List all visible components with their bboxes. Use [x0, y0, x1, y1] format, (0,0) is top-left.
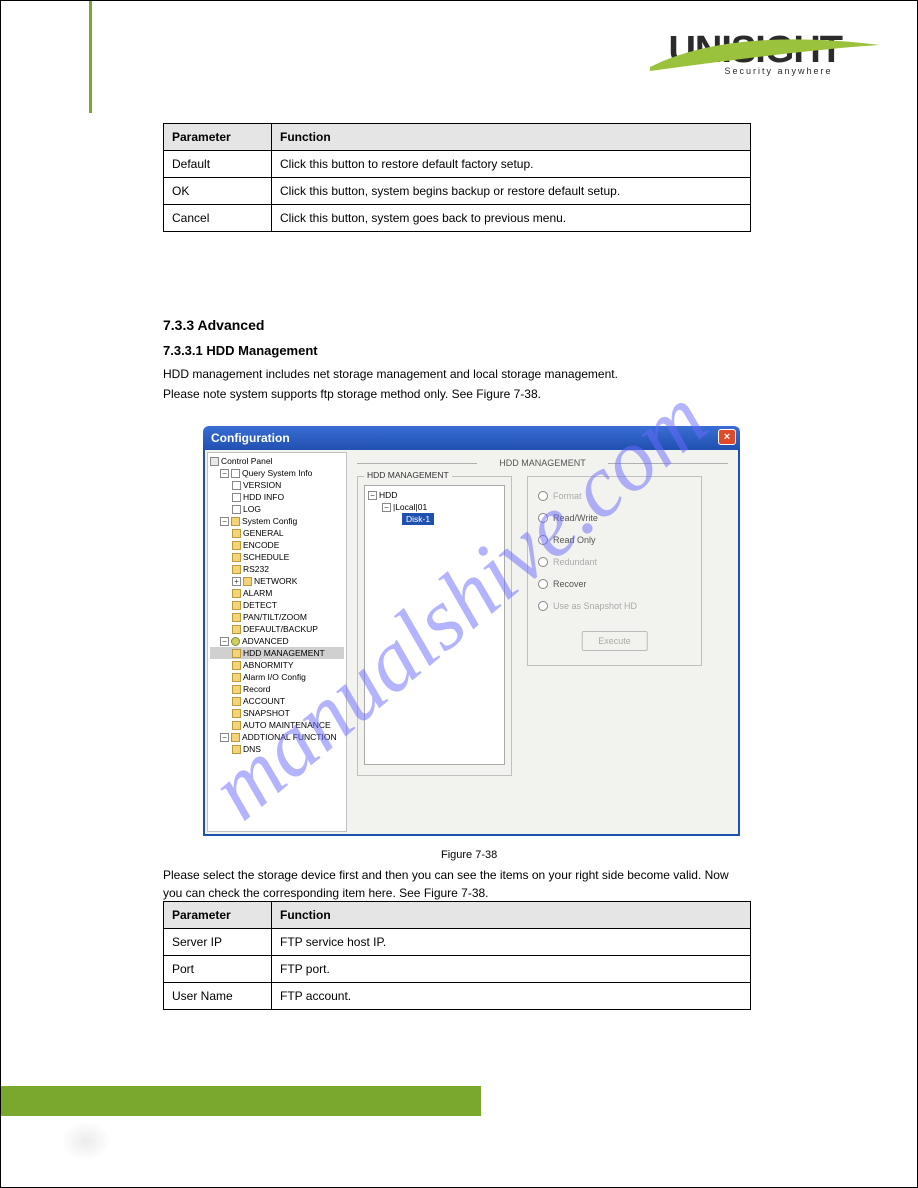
- radio-readwrite[interactable]: Read/Write: [538, 513, 691, 523]
- configuration-dialog: Configuration × Control Panel −Query Sys…: [203, 426, 740, 836]
- fieldset-label: HDD MANAGEMENT: [364, 470, 452, 480]
- dialog-title: Configuration: [211, 431, 290, 445]
- folder-icon: [243, 577, 252, 586]
- radio-fieldset: Format Read/Write Read Only Redundant Re…: [527, 476, 702, 666]
- collapse-icon[interactable]: −: [382, 503, 391, 512]
- page: UNISIGHT Security anywhere Parameter Fun…: [0, 0, 918, 1188]
- dialog-body: Control Panel −Query System Info VERSION…: [203, 450, 740, 836]
- section-7-3-3: 7.3.3 Advanced: [163, 317, 264, 333]
- collapse-icon[interactable]: −: [368, 491, 377, 500]
- folder-icon: [231, 733, 240, 742]
- radio-icon: [538, 601, 548, 611]
- hdd-disk-selected[interactable]: Disk-1: [402, 513, 434, 525]
- radio-icon: [538, 535, 548, 545]
- gear-icon: [231, 637, 240, 646]
- th-parameter: Parameter: [164, 902, 272, 929]
- section-7-3-3-1: 7.3.3.1 HDD Management: [163, 343, 318, 358]
- folder-icon: [232, 721, 241, 730]
- table-row: OK Click this button, system begins back…: [164, 178, 751, 205]
- page-shadow: [61, 1121, 111, 1161]
- folder-icon: [232, 673, 241, 682]
- logo-swoosh-icon: [650, 37, 890, 77]
- desc-1: HDD management includes net storage mana…: [163, 365, 751, 383]
- collapse-icon[interactable]: −: [220, 733, 229, 742]
- radio-redundant[interactable]: Redundant: [538, 557, 691, 567]
- radio-icon: [538, 579, 548, 589]
- right-pane: HDD MANAGEMENT HDD MANAGEMENT −HDD −|Loc…: [347, 450, 738, 834]
- titlebar: Configuration ×: [203, 426, 740, 450]
- panel-header: HDD MANAGEMENT: [357, 458, 728, 468]
- collapse-icon[interactable]: −: [220, 637, 229, 646]
- page-icon: [232, 481, 241, 490]
- collapse-icon[interactable]: −: [220, 469, 229, 478]
- folder-icon: [232, 685, 241, 694]
- folder-icon: [232, 649, 241, 658]
- close-icon[interactable]: ×: [718, 429, 736, 445]
- footer-bar: [1, 1086, 481, 1116]
- folder-icon: [232, 553, 241, 562]
- desc-3b: Please select the storage device first a…: [163, 866, 751, 902]
- folder-icon: [232, 661, 241, 670]
- hdd-tree[interactable]: −HDD −|Local|01 Disk-1: [364, 485, 505, 765]
- collapse-icon[interactable]: −: [220, 517, 229, 526]
- th-function: Function: [272, 902, 751, 929]
- table-row: User Name FTP account.: [164, 983, 751, 1010]
- desc-2: Please note system supports ftp storage …: [163, 385, 751, 403]
- folder-icon: [232, 745, 241, 754]
- logo: UNISIGHT Security anywhere: [668, 29, 842, 76]
- folder-icon: [232, 565, 241, 574]
- header-rule: [89, 1, 92, 113]
- folder-icon: [232, 709, 241, 718]
- table-row: Server IP FTP service host IP.: [164, 929, 751, 956]
- tree-pane[interactable]: Control Panel −Query System Info VERSION…: [207, 452, 347, 832]
- radio-readonly[interactable]: Read Only: [538, 535, 691, 545]
- folder-icon: [232, 697, 241, 706]
- folder-icon: [232, 541, 241, 550]
- table-row: Port FTP port.: [164, 956, 751, 983]
- folder-icon: [232, 613, 241, 622]
- radio-icon: [538, 557, 548, 567]
- expand-icon[interactable]: +: [232, 577, 241, 586]
- radio-icon: [538, 491, 548, 501]
- folder-icon: [232, 601, 241, 610]
- execute-button[interactable]: Execute: [581, 631, 648, 651]
- figure-ref: Figure 7-38: [441, 849, 497, 861]
- folder-icon: [232, 625, 241, 634]
- th-function: Function: [272, 124, 751, 151]
- hdd-fieldset: HDD MANAGEMENT −HDD −|Local|01 Disk-1: [357, 476, 512, 776]
- radio-snapshot[interactable]: Use as Snapshot HD: [538, 601, 691, 611]
- radio-recover[interactable]: Recover: [538, 579, 691, 589]
- radio-format[interactable]: Format: [538, 491, 691, 501]
- folder-icon: [232, 589, 241, 598]
- page-icon: [232, 493, 241, 502]
- table-row: Cancel Click this button, system goes ba…: [164, 205, 751, 232]
- parameter-table-1: Parameter Function Default Click this bu…: [163, 123, 751, 232]
- folder-icon: [232, 529, 241, 538]
- parameter-table-2: Parameter Function Server IP FTP service…: [163, 901, 751, 1010]
- folder-icon: [231, 517, 240, 526]
- page-icon: [232, 505, 241, 514]
- folder-icon: [231, 469, 240, 478]
- root-icon: [210, 457, 219, 466]
- th-parameter: Parameter: [164, 124, 272, 151]
- radio-icon: [538, 513, 548, 523]
- table-row: Default Click this button to restore def…: [164, 151, 751, 178]
